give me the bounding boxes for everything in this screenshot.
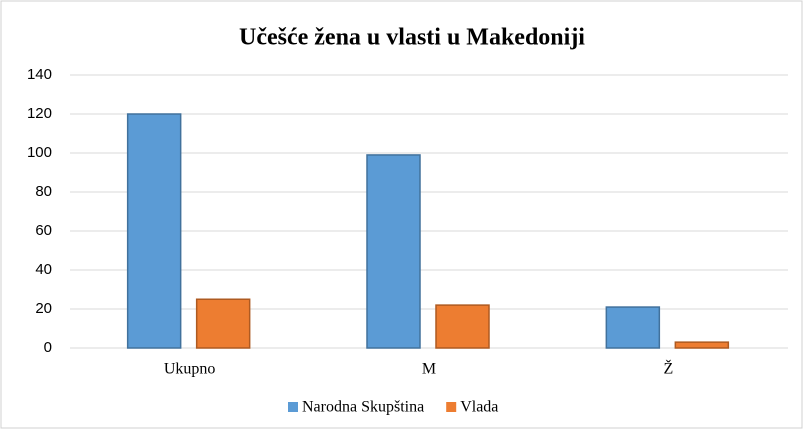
x-tick-label: M (422, 361, 436, 378)
x-tick-label: Ž (663, 359, 673, 378)
chart-title: Učešće žena u vlasti u Makedoniji (239, 25, 585, 51)
bar (126, 113, 182, 349)
legend-swatch (288, 402, 298, 412)
legend-label: Vlada (460, 399, 498, 416)
x-tick-label: Ukupno (164, 361, 216, 378)
y-tick-label: 80 (35, 183, 52, 200)
bar (435, 304, 490, 349)
y-tick-label: 140 (27, 66, 52, 83)
y-tick-label: 120 (27, 105, 52, 122)
y-tick-label: 0 (44, 339, 52, 356)
legend-swatch (446, 402, 457, 412)
bar (674, 341, 730, 349)
y-tick-label: 40 (35, 261, 52, 278)
bar (605, 306, 661, 349)
y-tick-label: 100 (27, 144, 52, 161)
y-tick-label: 60 (35, 222, 52, 239)
bar (366, 154, 421, 349)
y-tick-label: 20 (35, 300, 52, 317)
legend-label: Narodna Skupština (302, 399, 424, 416)
bar (195, 298, 251, 349)
